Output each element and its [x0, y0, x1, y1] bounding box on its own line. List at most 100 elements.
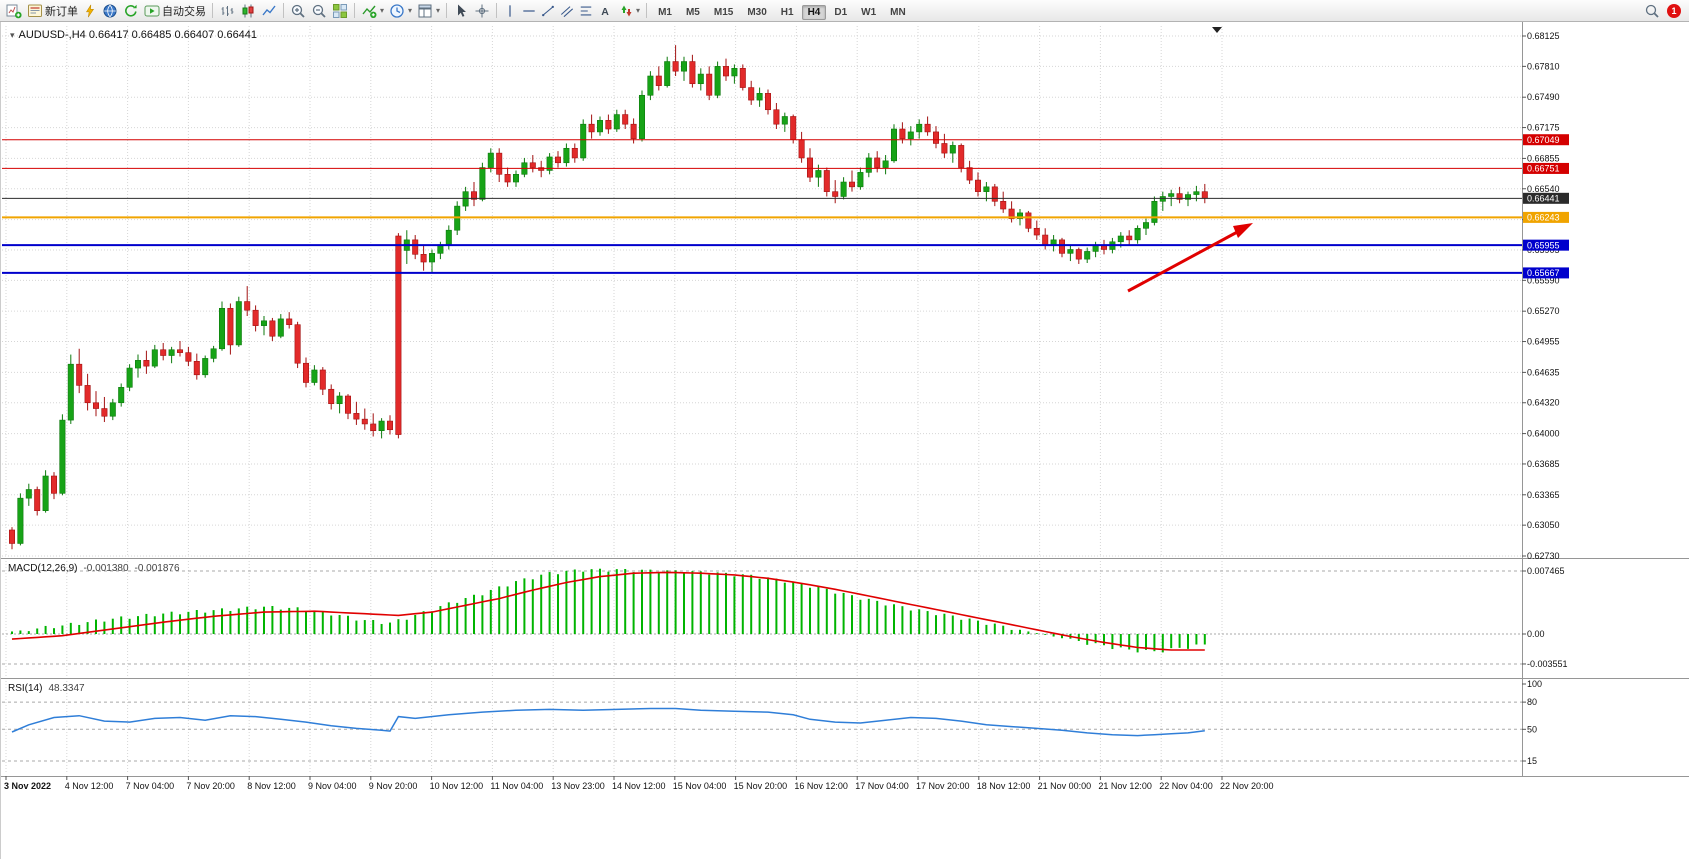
- toolbar-separator: [283, 3, 284, 18]
- new-order-label: 新订单: [45, 5, 78, 18]
- trend-arrow-annotation[interactable]: [1127, 223, 1253, 293]
- svg-text:0.63365: 0.63365: [1527, 490, 1560, 500]
- svg-text:17 Nov 20:00: 17 Nov 20:00: [916, 781, 970, 791]
- zoom-in-button[interactable]: [288, 2, 308, 20]
- timeframe-button-H4[interactable]: H4: [801, 4, 827, 20]
- svg-text:7 Nov 20:00: 7 Nov 20:00: [186, 781, 235, 791]
- price-level-label: [1523, 239, 1569, 251]
- price-chart-canvas[interactable]: 0.68125 0.67810 0.67490 0.67175 0.66855 0.665…: [0, 22, 1689, 859]
- horizontal-line-tool-button[interactable]: [520, 2, 538, 20]
- line-chart-mode-button[interactable]: [259, 2, 279, 20]
- svg-text:0.63685: 0.63685: [1527, 459, 1560, 469]
- svg-text:15 Nov 04:00: 15 Nov 04:00: [673, 781, 727, 791]
- svg-text:80: 80: [1527, 697, 1537, 707]
- svg-text:0.67490: 0.67490: [1527, 92, 1560, 102]
- timeframe-button-D1[interactable]: D1: [834, 6, 848, 18]
- new-chart-icon: [6, 4, 22, 18]
- channel-tool-button[interactable]: [558, 2, 576, 20]
- arrows-tool-icon: [621, 5, 632, 16]
- candlestick-mode-button[interactable]: [238, 2, 258, 20]
- timeframe-button-M15[interactable]: M15: [713, 6, 734, 18]
- time-axis[interactable]: 3 Nov 2022 4 Nov 12:00 7 Nov 04:00 7 Nov 20…: [4, 776, 1274, 791]
- zoom-out-icon: [312, 4, 326, 18]
- rsi-panel: [2, 701, 1522, 762]
- notification-badge[interactable]: 1: [1667, 3, 1681, 18]
- crosshair-icon: [475, 4, 489, 17]
- lightning-button[interactable]: [81, 2, 99, 20]
- svg-text:0.00: 0.00: [1527, 629, 1545, 639]
- macd-signal-line: [11, 571, 1205, 651]
- search-button[interactable]: [1642, 2, 1662, 20]
- periods-button[interactable]: ▾: [387, 2, 414, 20]
- timeframe-button-H1[interactable]: H1: [780, 6, 794, 18]
- horizontal-line-icon: [523, 9, 535, 12]
- svg-text:0.64955: 0.64955: [1527, 337, 1560, 347]
- toolbar-separator: [496, 3, 498, 18]
- new-order-icon: [28, 4, 42, 17]
- market-watch-button[interactable]: [100, 2, 120, 20]
- svg-text:22 Nov 04:00: 22 Nov 04:00: [1159, 781, 1213, 791]
- toolbar-separator: [212, 3, 213, 18]
- svg-text:0.67175: 0.67175: [1527, 123, 1560, 133]
- macd-histogram: [11, 568, 1206, 653]
- svg-text:0.65590: 0.65590: [1527, 275, 1560, 285]
- vertical-line-tool-button[interactable]: [501, 2, 519, 20]
- cursor-icon: [458, 4, 467, 17]
- svg-text:0.66441: 0.66441: [1527, 194, 1560, 204]
- svg-text:18 Nov 12:00: 18 Nov 12:00: [977, 781, 1031, 791]
- timeframe-button-M30[interactable]: M30: [747, 6, 767, 18]
- fibonacci-icon: [580, 6, 592, 15]
- svg-text:8 Nov 12:00: 8 Nov 12:00: [247, 781, 296, 791]
- bar-chart-mode-button[interactable]: [217, 2, 237, 20]
- zoom-out-button[interactable]: [309, 2, 329, 20]
- arrows-tool-button[interactable]: ▾: [615, 2, 642, 20]
- text-tool-button[interactable]: A: [596, 2, 614, 20]
- price-level-label: [1523, 192, 1569, 204]
- timeframe-toolbar: M1 M5 M15 M30 H1 H4 D1 W1 MN: [651, 2, 913, 20]
- timeframe-button-MN[interactable]: MN: [890, 6, 906, 18]
- refresh-icon: [125, 4, 137, 17]
- svg-text:0.66751: 0.66751: [1527, 164, 1560, 174]
- horizontal-level-lines[interactable]: [2, 139, 1522, 274]
- chevron-down-icon: ▾: [436, 6, 441, 15]
- chevron-down-icon: ▾: [380, 6, 385, 15]
- chevron-down-icon: ▾: [408, 6, 413, 15]
- svg-text:21 Nov 12:00: 21 Nov 12:00: [1098, 781, 1152, 791]
- price-level-labels: 0.67049 0.66751 0.66441 0.66243 0.65955 0.656…: [1523, 134, 1569, 279]
- channel-icon: [561, 5, 574, 17]
- timeframe-button-M5[interactable]: M5: [685, 6, 700, 18]
- timeframe-button-W1[interactable]: W1: [861, 6, 877, 18]
- tile-windows-button[interactable]: [330, 2, 350, 20]
- new-chart-button[interactable]: [4, 2, 24, 20]
- svg-text:100: 100: [1527, 679, 1542, 689]
- bar-chart-icon: [221, 5, 234, 16]
- cursor-button[interactable]: [451, 2, 471, 20]
- svg-text:21 Nov 00:00: 21 Nov 00:00: [1038, 781, 1092, 791]
- svg-text:14 Nov 12:00: 14 Nov 12:00: [612, 781, 666, 791]
- svg-text:50: 50: [1527, 724, 1537, 734]
- price-level-label: [1523, 162, 1569, 174]
- svg-text:0.65270: 0.65270: [1527, 306, 1560, 316]
- svg-text:15: 15: [1527, 756, 1537, 766]
- svg-text:16 Nov 12:00: 16 Nov 12:00: [794, 781, 848, 791]
- fibonacci-tool-button[interactable]: [577, 2, 595, 20]
- indicators-icon: [362, 5, 377, 18]
- auto-trading-icon: [144, 5, 160, 16]
- price-level-label: [1523, 134, 1569, 146]
- svg-text:17 Nov 04:00: 17 Nov 04:00: [855, 781, 909, 791]
- trendline-tool-button[interactable]: [539, 2, 557, 20]
- templates-icon: [418, 4, 432, 17]
- templates-button[interactable]: ▾: [415, 2, 442, 20]
- svg-text:0.007465: 0.007465: [1527, 566, 1565, 576]
- svg-text:0.67810: 0.67810: [1527, 61, 1560, 71]
- new-order-button[interactable]: 新订单: [25, 2, 80, 20]
- chevron-down-icon: ▾: [636, 6, 641, 15]
- chart-shift-marker-icon[interactable]: [1212, 27, 1222, 33]
- timeframe-button-M1[interactable]: M1: [658, 6, 672, 18]
- indicators-button[interactable]: ▾: [359, 2, 386, 20]
- crosshair-button[interactable]: [472, 2, 492, 20]
- auto-trading-button[interactable]: 自动交易: [142, 2, 208, 20]
- auto-trading-label: 自动交易: [162, 5, 206, 18]
- refresh-button[interactable]: [121, 2, 141, 20]
- svg-text:3 Nov 2022: 3 Nov 2022: [4, 781, 51, 791]
